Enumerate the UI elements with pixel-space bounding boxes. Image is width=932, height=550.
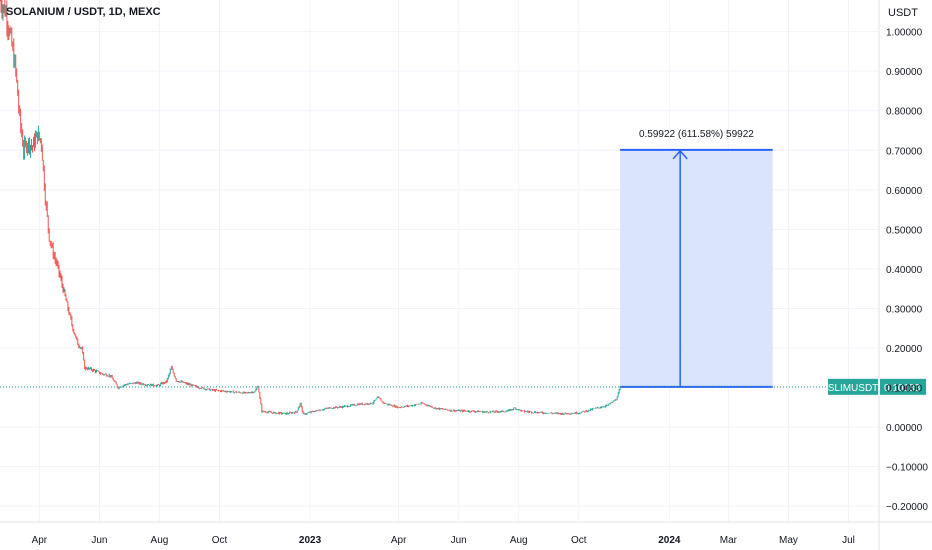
x-tick-label: Apr (32, 535, 48, 546)
y-tick-label: 0.70000 (886, 146, 923, 157)
y-tick-label: 0.00000 (886, 423, 923, 434)
last-price-line: SLIMUSDT 0.10183 (0, 378, 926, 395)
x-tick-label: Oct (571, 535, 587, 546)
x-tick-label: May (779, 535, 798, 546)
y-tick-label: −0.10000 (886, 463, 928, 474)
measure-arrow-head (672, 149, 688, 160)
y-tick-label: 1.00000 (886, 28, 923, 39)
y-tick-label: 0.10000 (886, 384, 923, 395)
x-tick-label: Jun (451, 535, 467, 546)
x-tick-label: Aug (510, 535, 528, 546)
symbol-title: SOLANIUM / USDT, 1D, MEXC (6, 6, 161, 18)
x-tick-label: Jul (842, 535, 855, 546)
last-price-badge (880, 378, 926, 395)
y-tick-label: 0.80000 (886, 107, 923, 118)
currency-label: USDT (888, 7, 918, 19)
measure-label: 0.59922 (611.58%) 59922 (639, 129, 754, 140)
grid (0, 0, 879, 522)
symbol-badge (828, 378, 878, 395)
last-price-label: 0.10183 (884, 383, 921, 394)
y-tick-label: 0.20000 (886, 344, 923, 355)
symbol-badge-label: SLIMUSDT (828, 383, 879, 394)
x-tick-label: Mar (720, 535, 738, 546)
x-tick-label: 2024 (658, 535, 681, 546)
measure-area (620, 149, 773, 387)
x-tick-label: Jun (91, 535, 107, 546)
y-tick-label: 0.30000 (886, 304, 923, 315)
x-tick-label: 2023 (299, 535, 322, 546)
y-tick-label: −0.20000 (886, 502, 928, 513)
y-tick-label: 0.60000 (886, 186, 923, 197)
x-tick-label: Aug (151, 535, 169, 546)
y-tick-label: 0.40000 (886, 265, 923, 276)
y-tick-label: 0.50000 (886, 225, 923, 236)
measure-tool[interactable]: 0.59922 (611.58%) 59922 (620, 129, 773, 388)
x-tick-label: Oct (212, 535, 228, 546)
y-tick-label: 0.90000 (886, 67, 923, 78)
x-tick-label: Apr (391, 535, 407, 546)
